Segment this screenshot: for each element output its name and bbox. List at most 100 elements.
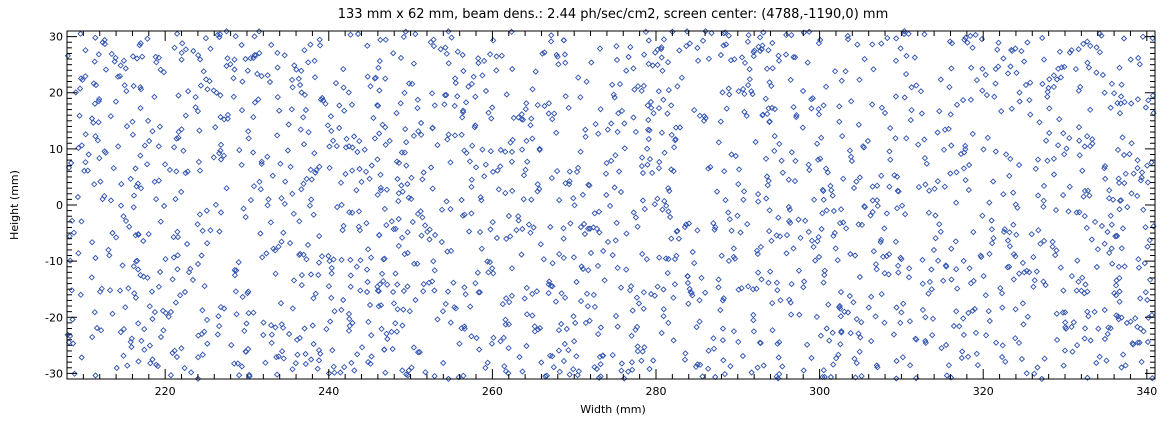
data-point (1124, 203, 1131, 211)
data-point (1012, 335, 1019, 342)
data-point (110, 164, 117, 172)
data-point (873, 362, 880, 369)
data-point (263, 250, 270, 257)
data-point (748, 88, 755, 95)
data-point (1110, 90, 1118, 97)
data-point (599, 352, 607, 359)
data-point (1075, 46, 1082, 53)
data-point (438, 238, 445, 246)
data-point (546, 278, 553, 285)
data-point (447, 159, 454, 166)
data-point (851, 355, 858, 362)
data-point (174, 252, 181, 259)
data-point (570, 338, 578, 345)
data-point (915, 141, 922, 148)
data-point (201, 282, 208, 290)
data-point (751, 47, 758, 54)
data-point (922, 181, 929, 188)
data-point (382, 75, 389, 82)
data-point (303, 256, 310, 263)
data-point (668, 235, 675, 242)
data-point (129, 118, 136, 125)
data-point (338, 306, 345, 314)
data-point (586, 182, 593, 189)
data-point (900, 300, 907, 307)
data-point (153, 59, 160, 66)
data-point (803, 341, 811, 348)
data-point (374, 191, 381, 199)
data-point (644, 126, 652, 133)
data-point (726, 216, 733, 223)
data-point (117, 62, 124, 69)
data-point (529, 312, 536, 319)
data-point (404, 249, 411, 257)
data-point (356, 227, 364, 234)
data-point (853, 178, 860, 185)
data-point (482, 161, 489, 168)
data-point (122, 217, 130, 225)
data-point (461, 323, 468, 330)
data-point (812, 257, 819, 264)
data-point (837, 206, 845, 213)
data-point (1010, 276, 1017, 283)
data-point (958, 354, 965, 362)
data-point (758, 276, 765, 283)
data-point (873, 266, 880, 273)
data-point (476, 346, 483, 353)
data-point (762, 155, 770, 162)
data-point (157, 66, 164, 73)
data-point (178, 126, 185, 133)
data-point (765, 105, 772, 112)
data-point (873, 182, 881, 189)
data-point (397, 54, 405, 62)
data-point (934, 129, 941, 136)
data-point (852, 374, 859, 381)
data-point (1040, 197, 1047, 204)
points-layer (64, 28, 1157, 383)
data-point (593, 225, 601, 232)
data-point (793, 111, 800, 119)
data-point (465, 83, 472, 90)
data-point (884, 34, 891, 42)
data-point (549, 260, 556, 267)
data-point (901, 211, 909, 218)
data-point (750, 328, 758, 335)
data-point (609, 81, 616, 88)
data-point (893, 357, 900, 365)
data-point (1065, 208, 1072, 215)
data-point (130, 192, 138, 199)
data-point (1066, 49, 1074, 56)
data-point (337, 179, 345, 186)
data-point (755, 198, 762, 205)
data-point (815, 111, 823, 118)
data-point (1016, 98, 1023, 105)
data-point (137, 185, 145, 192)
data-point (820, 279, 827, 286)
data-point (95, 119, 102, 126)
data-point (785, 203, 792, 211)
data-point (692, 363, 700, 370)
data-point (198, 330, 206, 338)
data-point (502, 368, 510, 375)
data-point (1068, 47, 1075, 54)
data-point (934, 178, 941, 185)
data-point (1049, 238, 1056, 245)
data-point (1104, 228, 1111, 236)
data-point (102, 149, 109, 156)
data-point (1063, 145, 1070, 152)
data-point (137, 104, 144, 112)
data-point (78, 218, 85, 225)
data-point (137, 152, 144, 159)
data-point (196, 56, 204, 63)
data-point (1089, 136, 1096, 143)
data-point (378, 325, 385, 333)
data-point (970, 228, 977, 236)
data-point (223, 62, 230, 70)
data-point (160, 69, 168, 76)
data-point (767, 268, 774, 275)
data-point (296, 81, 304, 89)
data-point (590, 291, 597, 299)
data-point (664, 269, 671, 277)
data-point (318, 253, 326, 260)
data-point (992, 65, 999, 73)
